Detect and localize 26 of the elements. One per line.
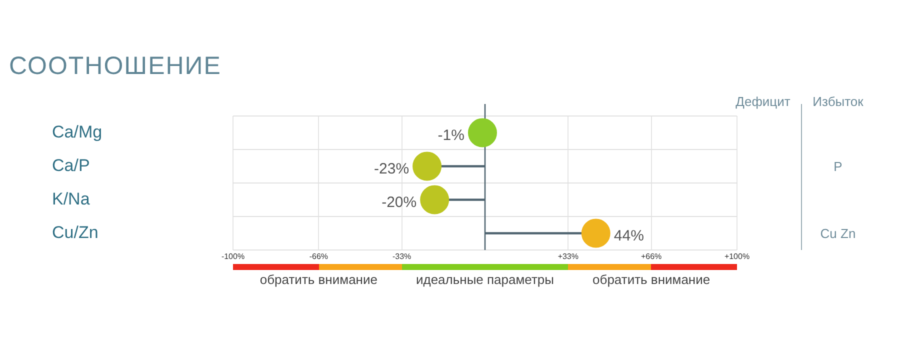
point <box>420 185 450 214</box>
data-label: -20% <box>382 194 417 211</box>
text: P <box>834 159 842 174</box>
y-tick-label: K/Na <box>52 189 90 208</box>
point <box>581 218 610 248</box>
chart-title: СООТНОШЕНИЕ <box>9 52 222 81</box>
point <box>468 118 497 148</box>
text: Cu Zn <box>820 226 856 242</box>
text: идеальные параметры <box>416 272 554 287</box>
y-tick-label: Ca/P <box>52 156 90 175</box>
y-tick-label: Cu/Zn <box>52 222 98 242</box>
y-tick-label: Ca/Mg <box>52 122 102 142</box>
x-tick-label: +100% <box>724 252 750 262</box>
text: Избыток <box>812 94 864 109</box>
text: Дефицит <box>736 94 790 109</box>
x-tick-label: -33% <box>392 252 412 262</box>
x-tick-label: +66% <box>640 252 662 262</box>
x-tick-label: -66% <box>309 252 328 262</box>
data-label: 44% <box>614 227 644 244</box>
text: обратить внимание <box>260 272 378 287</box>
point <box>412 152 442 181</box>
x-tick-label: -100% <box>221 252 245 262</box>
data-label: -1% <box>438 126 464 144</box>
text: обратить внимание <box>592 272 710 287</box>
x-tick-label: +33% <box>558 252 579 262</box>
data-label: -23% <box>374 160 410 178</box>
